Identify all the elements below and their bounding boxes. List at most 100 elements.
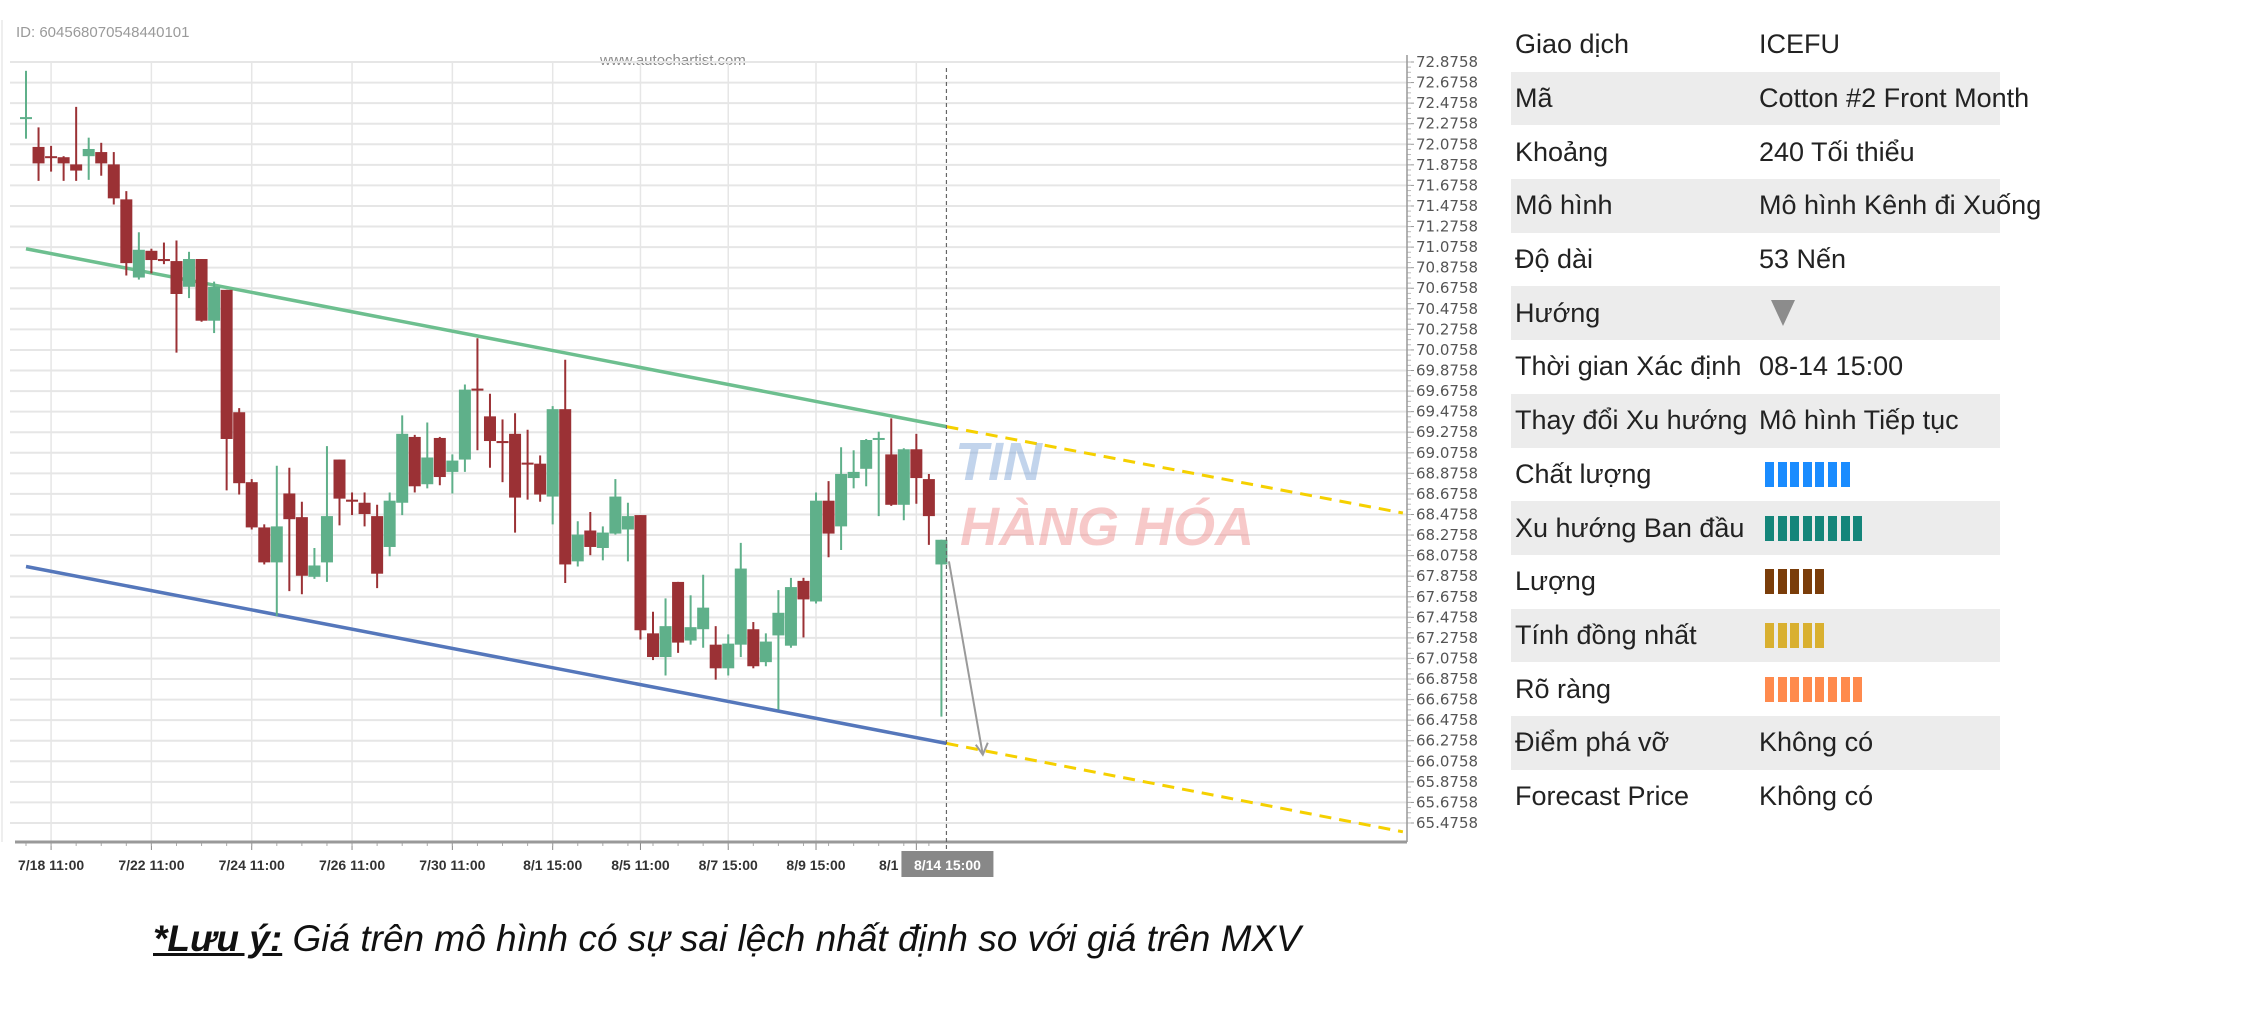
info-label: Lượng [1515,566,1596,597]
candle [270,465,283,616]
candle-body [709,644,722,669]
candle-body [734,568,747,645]
candle [145,248,158,274]
candle-body [596,532,609,548]
candle-body [534,463,547,495]
y-tick-label: 72.8758 [1416,53,1478,71]
info-row: Xu hướng Ban đầu [1511,501,2000,555]
forecast-arrow [947,561,984,755]
candle-body [107,164,120,199]
info-value [1765,676,1866,702]
pattern-info-table: Giao dịch ICEFU Mã Cotton #2 Front Month Kho… [1511,18,2041,824]
candle [835,447,848,551]
candle-body [233,412,246,484]
rating-bar-segment [1802,676,1812,702]
candle-body [784,587,797,646]
y-tick-label: 67.2758 [1416,629,1478,647]
rating-bar-segment [1802,569,1812,595]
y-tick-label: 69.2758 [1416,423,1478,441]
candle [383,492,396,557]
y-tick-label: 69.8758 [1416,362,1478,380]
rating-bar-segment [1815,676,1825,702]
candle-body [922,479,935,517]
candle-body [847,471,860,479]
y-tick-label: 68.8758 [1416,464,1478,482]
candle-body [810,500,823,602]
info-label: Độ dài [1515,244,1594,275]
candle-body [634,515,647,631]
y-tick-label: 68.0758 [1416,547,1478,565]
candle-body [82,148,95,157]
candle [170,240,183,353]
candle [822,481,835,558]
candle-body [659,626,672,657]
x-tick-label: 7/24 11:00 [219,857,285,873]
candle-body [358,502,371,515]
info-label: Tính đồng nhất [1515,619,1697,650]
candle-body [684,627,697,641]
candle [70,106,83,181]
candle-body [258,527,271,563]
info-label: Điểm phá vỡ [1515,727,1670,758]
candle-body [145,250,158,261]
info-value [1765,461,1853,487]
candle-body [70,164,83,171]
rating-bar-segment [1815,569,1825,595]
candle [697,574,710,648]
candle [534,455,547,502]
rating-bar-segment [1853,676,1863,702]
candle [647,611,659,661]
tin-hang-hoa-logo: TIN HÀNG HÓA [955,432,1254,557]
candle-body [333,459,346,499]
candle-body [270,526,283,563]
y-tick-label: 66.0758 [1416,752,1478,770]
info-value: 53 Nến [1759,244,1847,275]
info-label: Mã [1515,83,1553,114]
candle [747,622,760,669]
candle-body [835,473,848,527]
candle-body [559,409,572,565]
info-value: 08-14 15:00 [1759,351,1904,382]
candle [358,492,371,527]
highlight-label: 8/14 15:00 [914,857,981,873]
rating-bar-segment [1777,569,1787,595]
candle [245,479,258,530]
candle-body [120,199,133,264]
candle [471,338,484,451]
candle [672,581,685,653]
candle-body [897,449,910,505]
candle [408,434,421,493]
candle-body [295,517,308,576]
info-row: Forecast Price Không có [1511,770,2000,824]
rating-bar-segment [1815,461,1825,487]
candle-body [421,457,434,485]
candle [734,542,747,657]
rating-bar-segment [1765,515,1774,541]
candle-body [647,633,659,657]
info-label: Thời gian Xác định [1515,351,1742,382]
candle [295,501,308,595]
rating-bar-segment [1853,515,1863,541]
candle-body [496,441,509,444]
info-value: Không có [1759,780,1874,811]
candle [107,152,120,205]
candle-body [621,516,634,530]
candle [220,289,233,491]
candle [935,539,948,717]
rating-bar-segment [1802,622,1812,648]
y-tick-label: 70.8758 [1416,259,1478,277]
candle-body [433,437,446,478]
rating-bar-segment [1777,676,1787,702]
y-tick-label: 66.8758 [1416,670,1478,688]
candle-body [283,493,296,520]
candle [496,419,509,483]
candle [371,504,384,589]
candle [797,577,810,638]
y-tick-label: 69.0758 [1416,444,1478,462]
axes: 72.8758 72.6758 72.4758 72.2758 72.0758 71.87… [1,20,1478,877]
y-tick-label: 67.0758 [1416,649,1478,667]
y-tick-label: 68.4758 [1416,505,1478,523]
rating-bar-segment [1790,569,1800,595]
info-label: Giao dịch [1515,29,1630,60]
forecast-upper-line [946,425,1404,515]
